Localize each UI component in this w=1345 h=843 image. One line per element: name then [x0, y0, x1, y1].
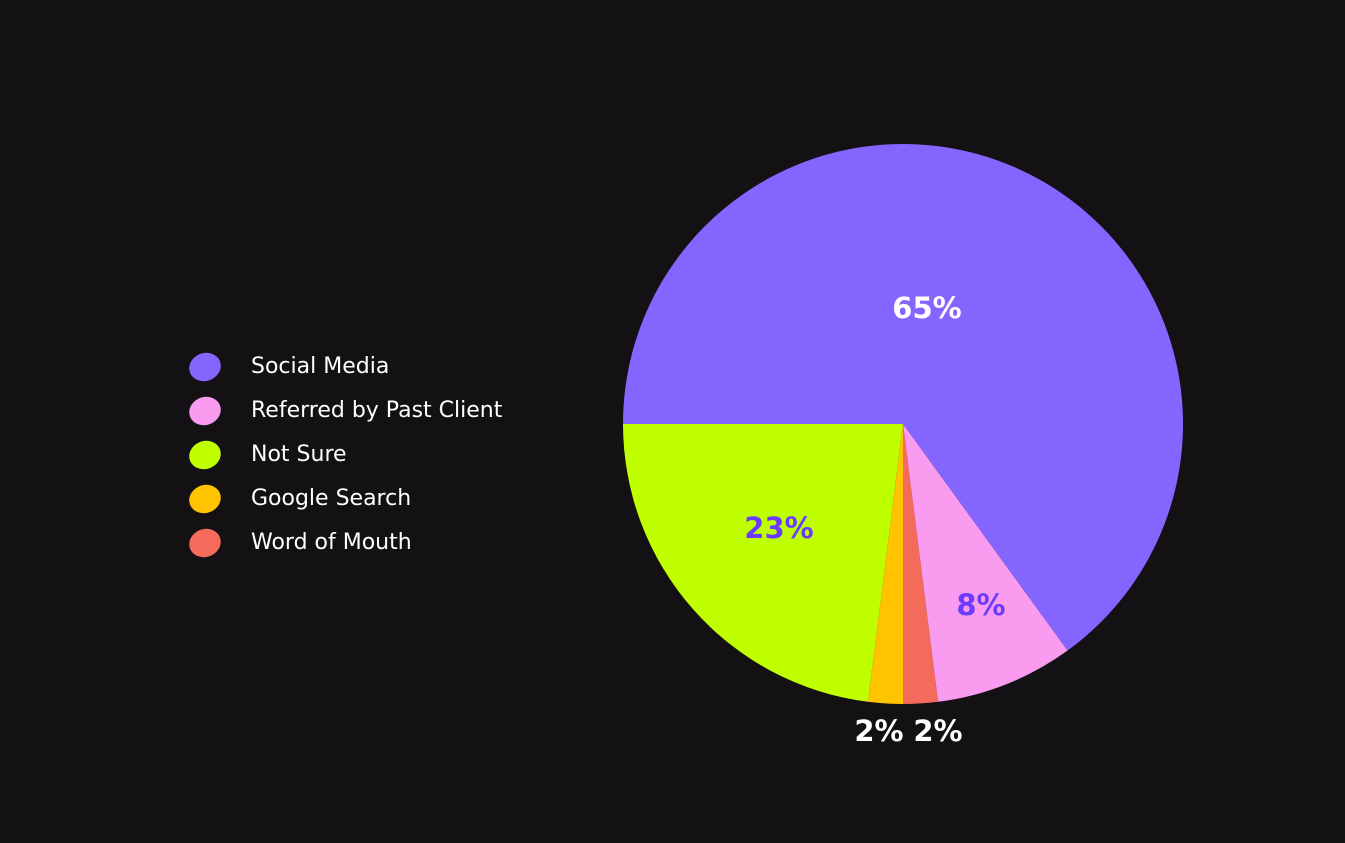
value-labels: 65% 8% 23% 2% 2% — [744, 291, 1005, 748]
legend-label: Referred by Past Client — [251, 398, 503, 423]
legend: Social Media Referred by Past Client Not S… — [189, 352, 503, 558]
value-label: 23% — [744, 511, 813, 545]
value-label: 2% — [854, 714, 903, 748]
legend-label: Not Sure — [251, 442, 347, 467]
legend-label: Google Search — [251, 486, 411, 511]
legend-swatch — [189, 484, 221, 514]
legend-swatch — [189, 528, 221, 558]
pie-slice — [623, 143, 1183, 651]
value-label: 65% — [892, 291, 961, 325]
legend-label: Social Media — [251, 354, 389, 379]
legend-swatch — [189, 440, 221, 470]
legend-swatch — [189, 352, 221, 382]
value-label: 8% — [956, 588, 1005, 622]
pie — [623, 143, 1183, 704]
legend-swatch — [189, 396, 221, 426]
legend-label: Word of Mouth — [251, 530, 412, 555]
pie-slice — [903, 424, 1068, 702]
pie-slice — [623, 424, 903, 702]
pie-slice — [867, 424, 903, 704]
value-label: 2% — [913, 714, 962, 748]
pie-slice — [903, 424, 939, 704]
